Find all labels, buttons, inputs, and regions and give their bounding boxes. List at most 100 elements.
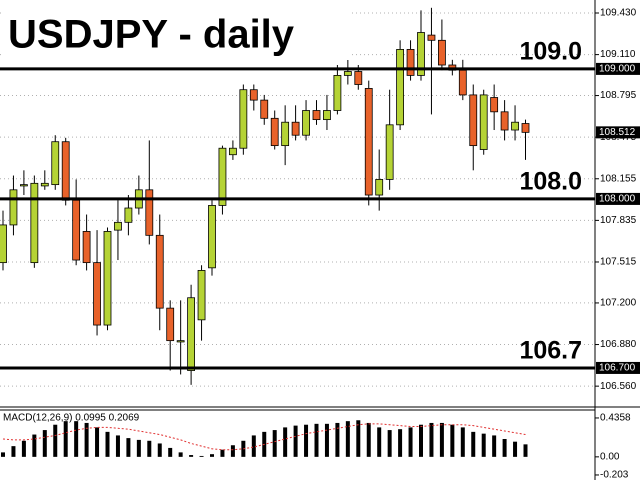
macd-bar [419, 424, 423, 457]
candle-body [406, 49, 415, 76]
candle-body [302, 110, 310, 136]
candle-body [249, 89, 258, 101]
price-tag-box [596, 62, 640, 75]
candle-body [260, 99, 269, 119]
macd-bar [11, 446, 16, 457]
candle-body [103, 231, 112, 326]
macd-bar [136, 439, 141, 457]
price-tag: 106.700 [599, 363, 636, 374]
macd-bar [53, 424, 58, 457]
y-tick-label: 108.155 [600, 173, 637, 184]
macd-bar [513, 441, 518, 457]
macd-bar [335, 422, 340, 457]
y-tick-label: 0.4358 [600, 413, 631, 424]
y-tick-label: 109.430 [600, 8, 637, 19]
candle-body [521, 123, 530, 133]
candle-body [458, 69, 467, 96]
candle-body [197, 270, 206, 321]
last-price-tag: 108.512 [599, 127, 636, 138]
macd-bar [95, 427, 100, 457]
candle-body [72, 199, 81, 261]
candle-body [218, 147, 227, 206]
y-tick-label: 106.560 [600, 381, 637, 392]
macd-bar [63, 421, 68, 457]
candle-body [40, 182, 49, 187]
level-label: 108.0 [519, 168, 582, 196]
level-label: 109.0 [519, 38, 582, 66]
macd-bar [84, 422, 89, 457]
candle-body [385, 124, 394, 180]
macd-bar [189, 455, 194, 457]
macd-bar [471, 431, 476, 457]
macd-bar [366, 422, 371, 457]
macd-bar [42, 430, 47, 457]
candle-body [323, 110, 331, 121]
candle-body [239, 89, 248, 149]
candle-body [61, 141, 70, 201]
candle-body [343, 71, 352, 76]
candle-body [30, 182, 39, 264]
candle-body [114, 221, 122, 231]
candle-body [208, 205, 216, 269]
macd-bar [304, 424, 309, 457]
macd-bar [523, 444, 528, 457]
macd-bar [1, 452, 5, 457]
candle-body [291, 121, 300, 136]
y-tick-label: 108.795 [600, 90, 637, 101]
candle-body [333, 75, 342, 111]
candle-body [511, 121, 519, 131]
candle-body [176, 340, 185, 343]
macd-bar [481, 433, 486, 457]
price-tag: 108.000 [599, 194, 636, 205]
candle-body [500, 111, 509, 131]
candle-body [270, 117, 279, 147]
y-tick-label: 107.200 [600, 298, 637, 309]
candle-body [469, 94, 478, 147]
signal-line [2, 423, 526, 451]
candle-body [490, 97, 499, 113]
candle-body [166, 307, 175, 342]
macd-bar [283, 427, 288, 457]
macd-bar [450, 424, 455, 457]
price-tag-box [596, 361, 640, 374]
macd-bar [293, 425, 298, 457]
candle-body [354, 71, 363, 85]
macd-bar [314, 423, 319, 457]
price-tag-box [596, 126, 640, 139]
macd-bar [126, 438, 131, 457]
macd-bar [32, 434, 37, 457]
macd-bar [115, 435, 120, 457]
macd-bar [272, 430, 277, 457]
macd-bar [324, 423, 329, 457]
macd-bar [377, 427, 382, 457]
candle-body [145, 189, 154, 236]
y-tick-label: 0.00 [600, 451, 620, 462]
candle-body [19, 184, 28, 187]
macd-bar [199, 455, 204, 457]
macd-bar [408, 427, 413, 457]
candle-body [375, 179, 384, 196]
macd-bar [220, 449, 225, 457]
macd-bar [230, 445, 235, 457]
macd-bar [429, 422, 434, 457]
price-tag: 109.000 [599, 64, 636, 75]
candle-body [427, 34, 436, 41]
macd-bar [460, 427, 465, 457]
macd-bar [74, 421, 79, 457]
candle-body [51, 141, 60, 186]
candle-body [437, 39, 446, 66]
candle-body [93, 262, 101, 326]
y-tick-label: 109.110 [600, 49, 636, 60]
macd-bar [21, 440, 26, 457]
candle-body [479, 94, 488, 150]
candle-body [417, 32, 425, 76]
y-tick-label: 106.880 [600, 339, 637, 350]
level-label: 106.7 [519, 337, 582, 365]
macd-bar [502, 439, 507, 457]
candle-body [0, 224, 7, 264]
macd-bar [251, 435, 256, 457]
chart-title: USDJPY - daily [8, 13, 295, 57]
y-tick-label: 107.515 [600, 257, 637, 268]
